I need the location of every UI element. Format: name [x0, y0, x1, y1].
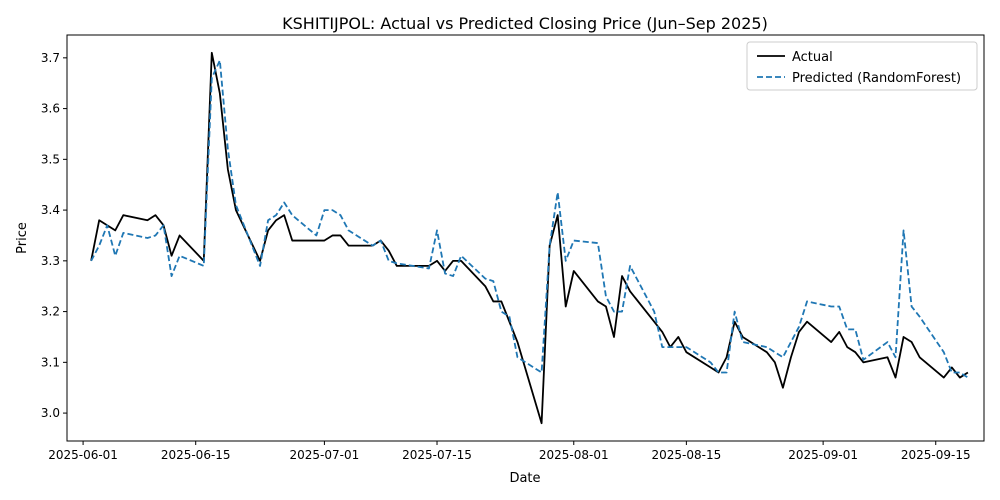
legend-box — [746, 41, 978, 91]
y-tick-label: 3.1 — [41, 355, 60, 369]
x-tick-label: 2025-07-01 — [290, 448, 360, 462]
y-tick-label: 3.7 — [41, 51, 60, 65]
y-tick-label: 3.4 — [41, 203, 60, 217]
x-axis: 2025-06-01 2025-06-15 2025-07-01 2025-07-15… — [48, 441, 971, 462]
y-axis: 3.0 3.1 3.2 3.3 3.4 3.5 3.6 3.7 — [41, 51, 67, 420]
y-tick-label: 3.6 — [41, 102, 60, 116]
series-line-actual — [90, 51, 969, 425]
x-axis-label: Date — [509, 471, 540, 486]
y-tick-label: 3.2 — [41, 305, 60, 319]
legend-label-actual: Actual — [792, 50, 833, 65]
plot-frame — [66, 34, 985, 442]
chart-title: KSHITIJPOL: Actual vs Predicted Closing … — [282, 14, 768, 33]
y-tick-label: 3.3 — [41, 254, 60, 268]
legend: Actual Predicted (RandomForest) — [746, 41, 978, 91]
x-tick-label: 2025-08-15 — [652, 448, 722, 462]
x-tick-label: 2025-06-01 — [48, 448, 118, 462]
plot-area — [90, 51, 969, 425]
legend-label-predicted: Predicted (RandomForest) — [792, 71, 961, 86]
y-tick-label: 3.5 — [41, 152, 60, 166]
y-tick-label: 3.0 — [41, 406, 60, 420]
x-tick-label: 2025-09-15 — [901, 448, 971, 462]
x-tick-label: 2025-06-15 — [161, 448, 231, 462]
y-axis-label: Price — [15, 222, 30, 254]
x-tick-label: 2025-07-15 — [402, 448, 472, 462]
series-line-predicted — [90, 59, 969, 379]
x-tick-label: 2025-09-01 — [788, 448, 858, 462]
x-tick-label: 2025-08-01 — [539, 448, 609, 462]
